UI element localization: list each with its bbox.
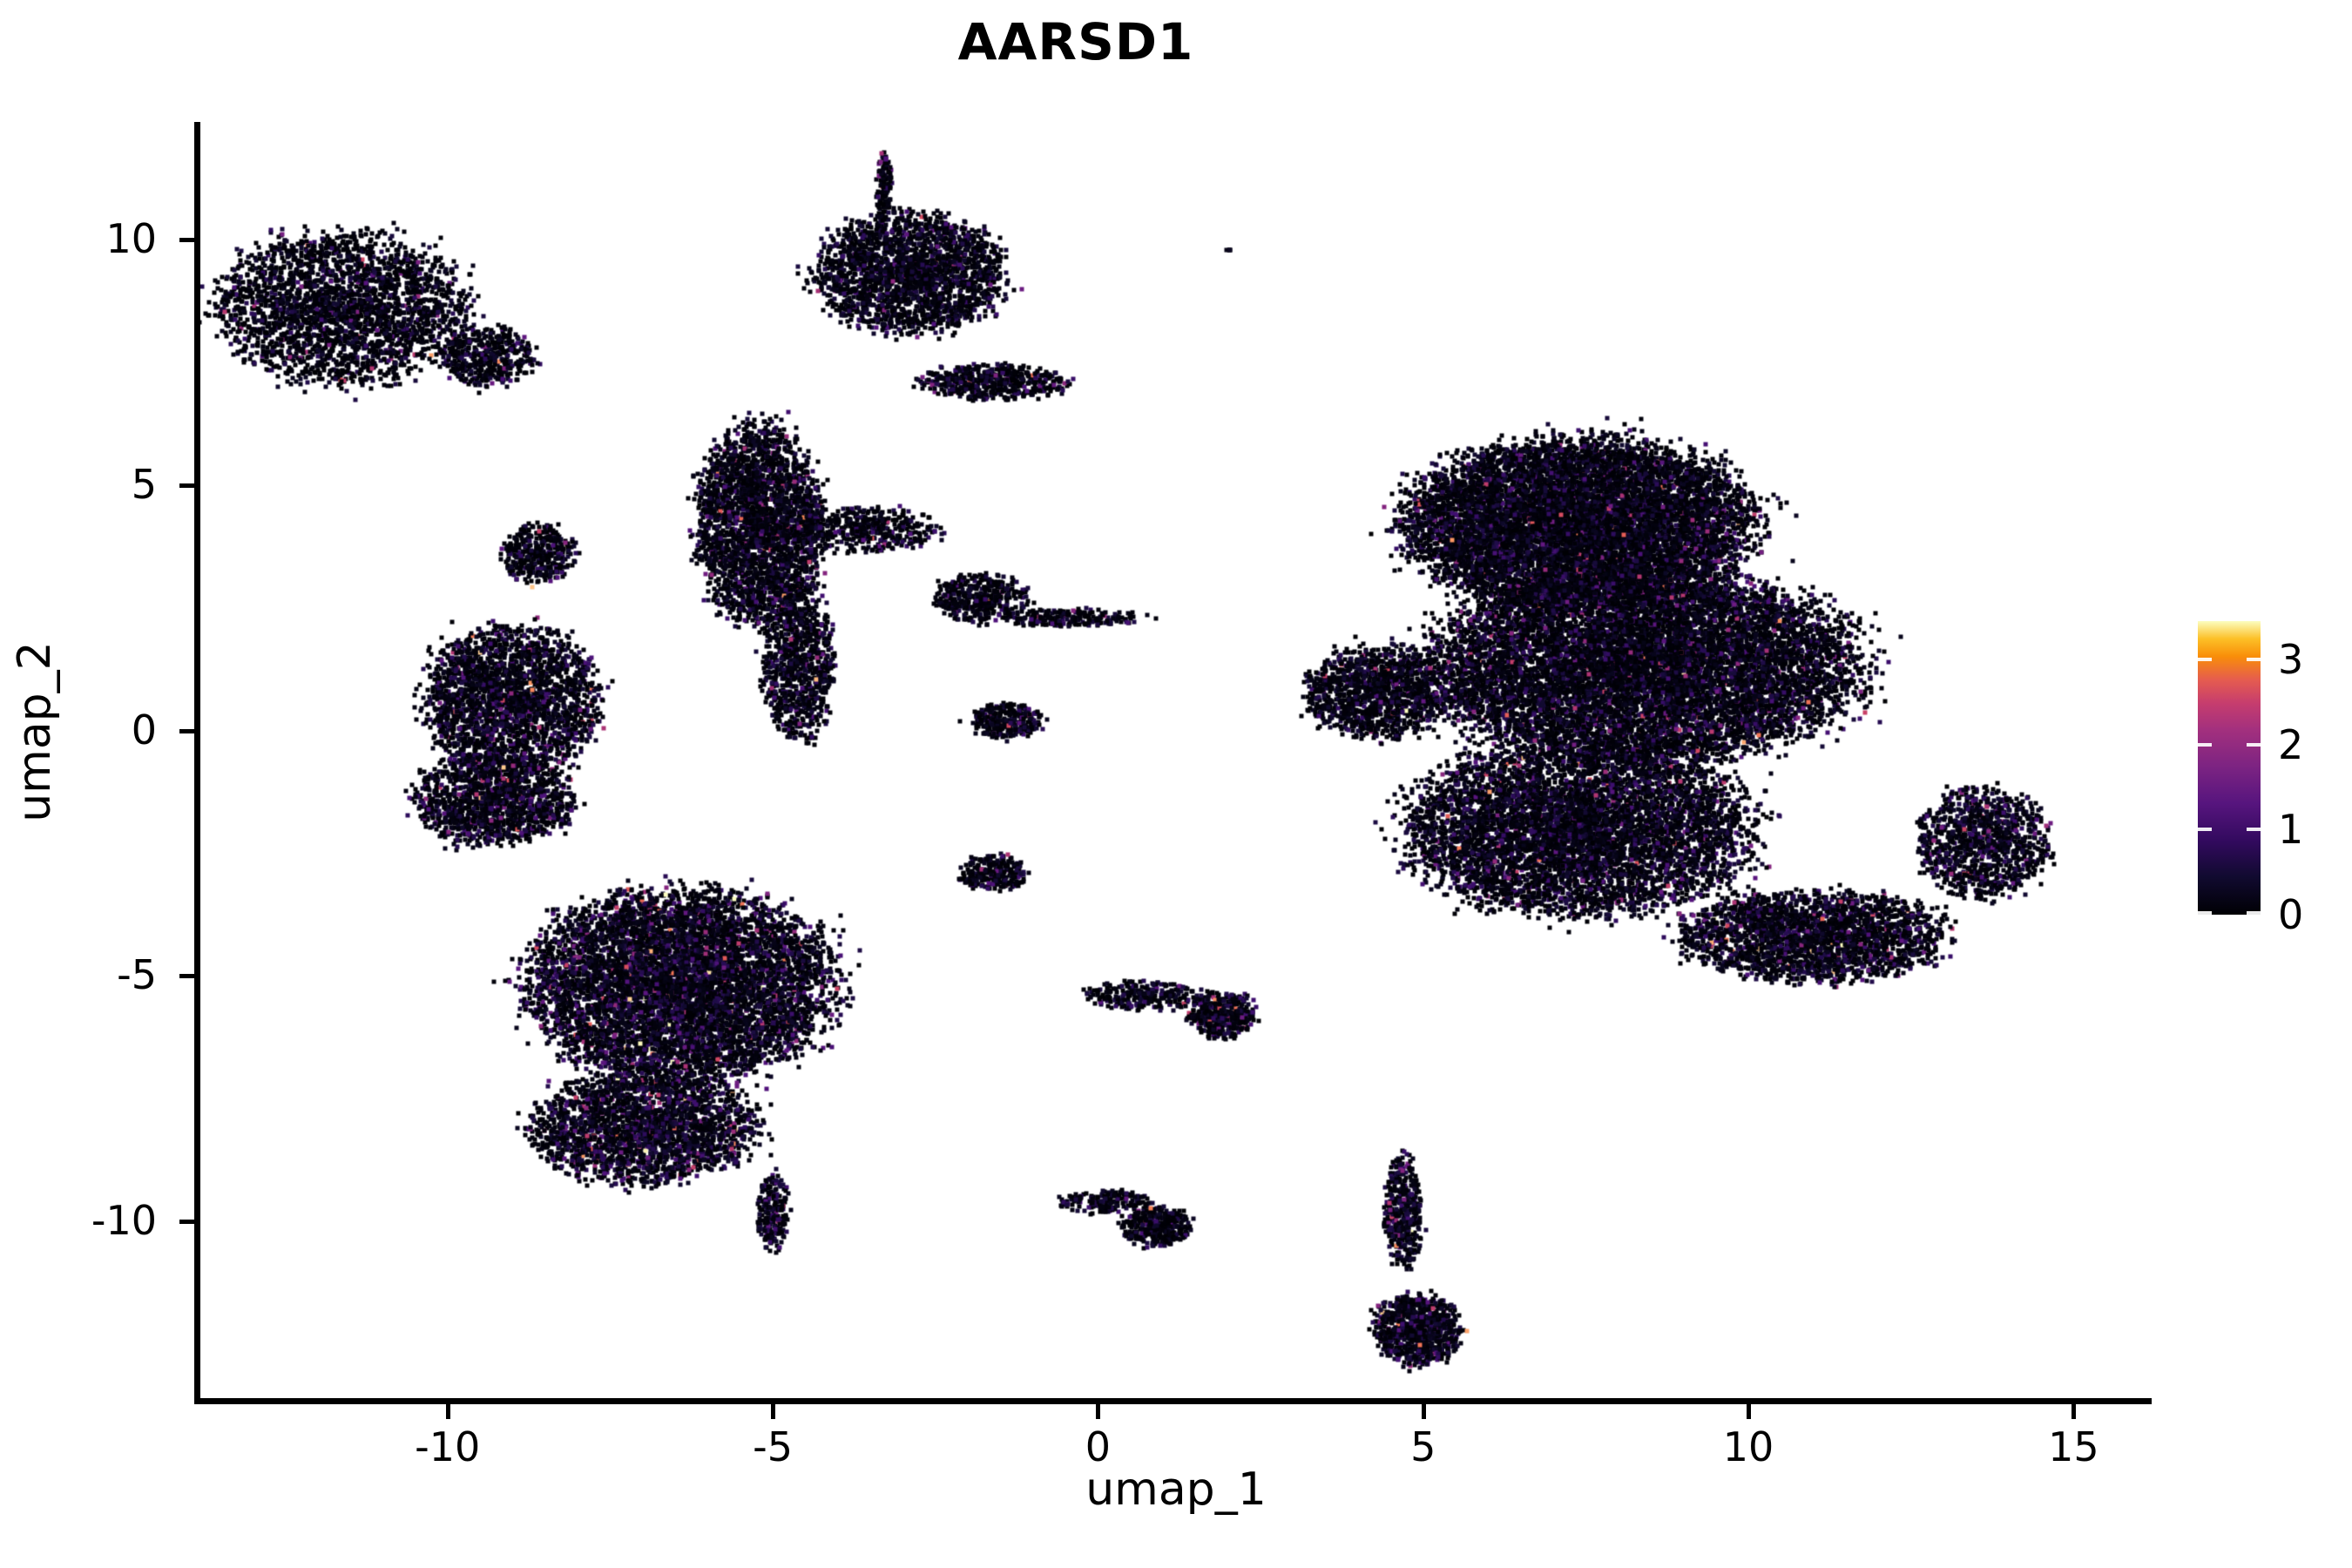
y-axis-label: umap_2 [9, 641, 61, 822]
axis-spine-left [194, 122, 200, 1404]
x-tick-mark [771, 1404, 776, 1419]
x-tick-mark [2072, 1404, 2077, 1419]
x-tick-mark [1747, 1404, 1752, 1419]
colorbar-tick-label: 0 [2278, 891, 2304, 938]
y-tick-mark [179, 728, 194, 733]
y-tick-mark [179, 483, 194, 488]
x-tick-label: 10 [1722, 1423, 1774, 1470]
scatter-plot-canvas [200, 122, 2152, 1398]
colorbar-tick-label: 3 [2278, 635, 2304, 683]
page-title: AARSD1 [957, 12, 1194, 71]
y-tick-mark [179, 974, 194, 979]
colorbar-tick-mark [2247, 657, 2261, 661]
colorbar-tick-mark [2247, 911, 2261, 915]
x-tick-mark [445, 1404, 450, 1419]
colorbar-gradient [2198, 621, 2261, 915]
x-tick-mark [1096, 1404, 1101, 1419]
y-tick-mark [179, 1220, 194, 1225]
x-axis-label: umap_1 [1085, 1463, 1267, 1516]
y-tick-label: 10 [105, 215, 157, 263]
colorbar-tick-mark [2198, 911, 2212, 915]
colorbar-tick-label: 2 [2278, 720, 2304, 768]
colorbar-tick-label: 1 [2278, 806, 2304, 854]
x-tick-label: -10 [415, 1423, 481, 1470]
y-tick-label: -10 [91, 1197, 157, 1245]
colorbar-tick-mark [2198, 657, 2212, 661]
x-tick-label: 15 [2048, 1423, 2099, 1470]
axis-spine-bottom [194, 1398, 2152, 1404]
x-tick-label: 5 [1410, 1423, 1436, 1470]
x-tick-mark [1421, 1404, 1426, 1419]
x-tick-label: -5 [753, 1423, 793, 1470]
y-tick-label: 0 [131, 706, 157, 754]
y-tick-label: -5 [117, 951, 157, 999]
x-tick-label: 0 [1085, 1423, 1112, 1470]
y-tick-label: 5 [131, 460, 157, 508]
colorbar: 0 1 2 3 [2198, 621, 2346, 935]
plot-axes: -10 -5 0 5 10 15 -10 -5 0 5 10 [91, 122, 2152, 1470]
colorbar-tick-mark [2247, 828, 2261, 832]
colorbar-tick-mark [2198, 828, 2212, 832]
y-tick-mark [179, 238, 194, 243]
colorbar-tick-mark [2247, 742, 2261, 747]
colorbar-tick-mark [2198, 742, 2212, 747]
